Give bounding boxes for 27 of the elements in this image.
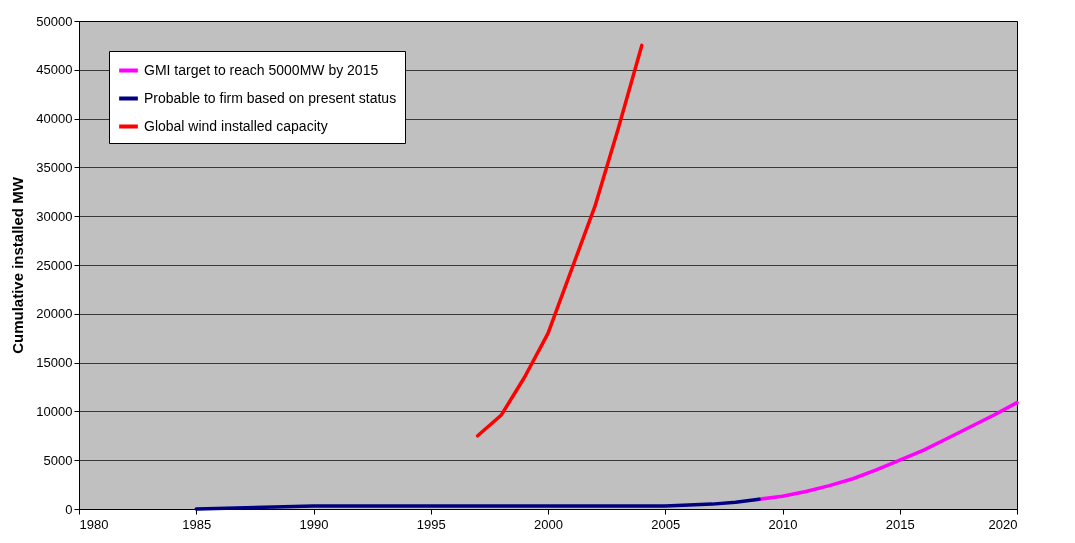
y-tick-label: 20000 xyxy=(36,306,73,322)
y-tick-label: 0 xyxy=(65,501,73,517)
x-tick-label: 1990 xyxy=(299,516,329,532)
x-tick-label: 1995 xyxy=(416,516,446,532)
x-tick-label: 2020 xyxy=(988,516,1018,532)
y-tick-label: 5000 xyxy=(43,452,73,468)
legend-label: GMI target to reach 5000MW by 2015 xyxy=(144,61,379,78)
y-tick-label: 15000 xyxy=(36,355,73,371)
y-tick-label: 25000 xyxy=(36,257,73,273)
line-series xyxy=(475,43,644,438)
x-tick-label: 2005 xyxy=(651,516,681,532)
y-tick-label: 45000 xyxy=(36,62,73,78)
y-tick-label: 30000 xyxy=(36,208,73,224)
legend-label: Probable to firm based on present status xyxy=(144,89,397,106)
y-tick-label: 50000 xyxy=(36,13,73,29)
y-tick-label: 10000 xyxy=(36,403,73,419)
x-tick-label: 1985 xyxy=(182,516,212,532)
line-series xyxy=(194,497,761,511)
y-tick-label: 40000 xyxy=(36,111,73,127)
y-tick-label: 35000 xyxy=(36,159,73,175)
x-tick-label: 1980 xyxy=(79,516,109,532)
x-tick-label: 2015 xyxy=(885,516,915,532)
line-series xyxy=(757,400,1019,501)
legend-label: Global wind installed capacity xyxy=(144,117,328,134)
y-axis-title: Cumulative installed MW xyxy=(9,176,27,354)
x-tick-label: 2010 xyxy=(768,516,798,532)
x-tick-label: 2000 xyxy=(534,516,563,532)
